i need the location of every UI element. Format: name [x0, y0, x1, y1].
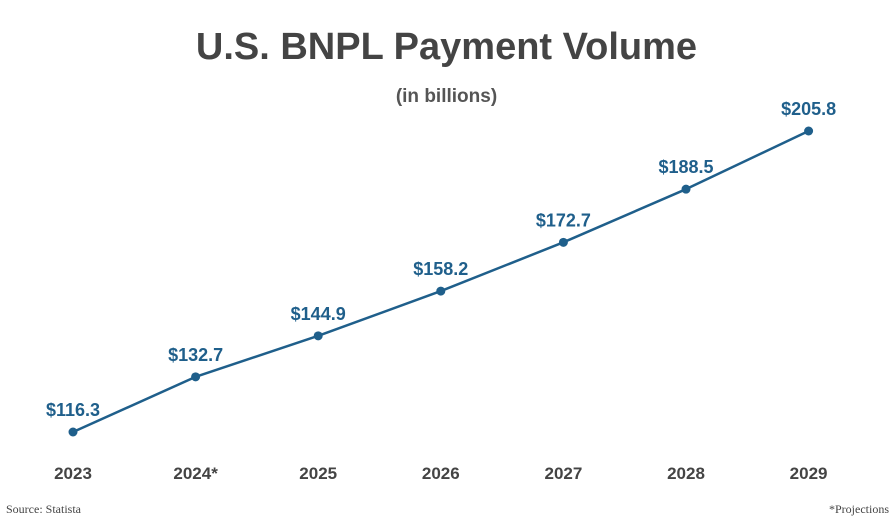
projections-footnote: *Projections — [829, 502, 889, 516]
x-tick-label: 2025 — [299, 464, 337, 483]
chart-title: U.S. BNPL Payment Volume — [195, 26, 698, 68]
data-point — [68, 427, 78, 437]
source-note: Source: Statista — [6, 502, 81, 516]
data-point — [436, 286, 446, 296]
chart-subtitle: (in billions) — [395, 86, 498, 107]
data-label: $132.7 — [168, 345, 223, 365]
x-tick-label: 2028 — [667, 464, 705, 483]
data-label: $188.5 — [658, 157, 713, 177]
data-point — [558, 237, 568, 247]
data-label: $144.9 — [291, 304, 346, 324]
data-label: $116.3 — [46, 400, 100, 420]
data-point — [804, 126, 814, 136]
data-point — [681, 184, 691, 194]
data-point — [191, 372, 201, 382]
data-label: $158.2 — [413, 259, 468, 279]
x-tick-label: 2027 — [544, 464, 582, 483]
data-label: $205.8 — [781, 99, 836, 119]
x-tick-label: 2024* — [173, 464, 218, 483]
x-tick-label: 2029 — [790, 464, 828, 483]
x-tick-label: 2023 — [54, 464, 92, 483]
data-label: $172.7 — [536, 210, 591, 230]
data-point — [313, 331, 323, 341]
x-tick-label: 2026 — [422, 464, 460, 483]
